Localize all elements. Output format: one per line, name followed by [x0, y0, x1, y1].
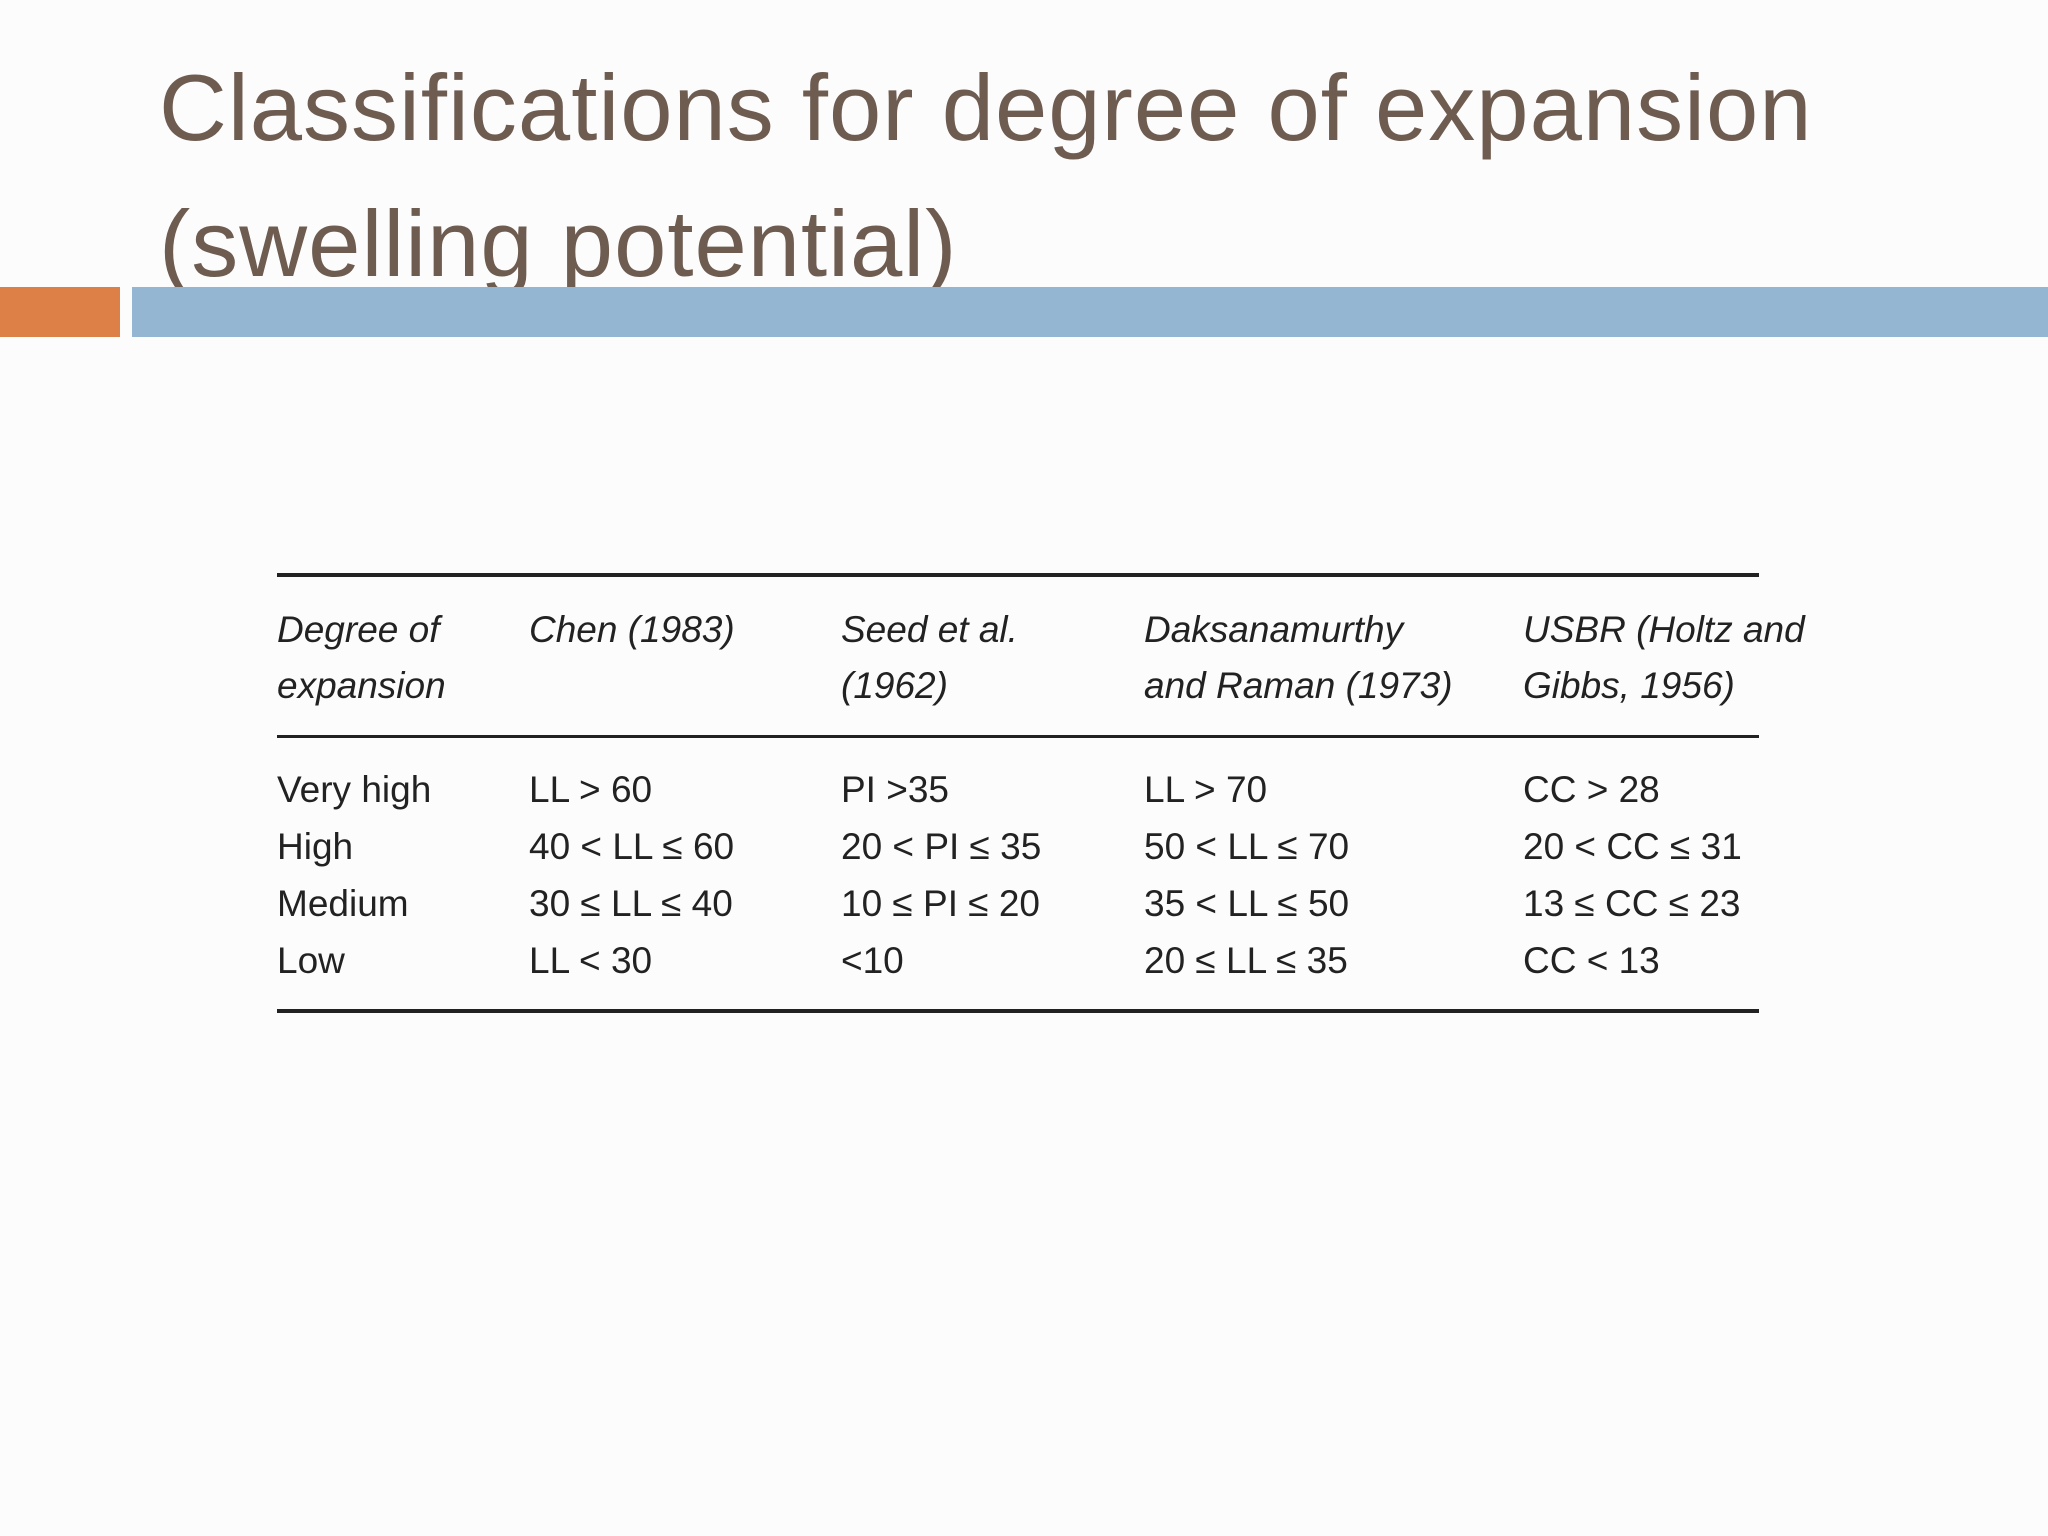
table-cell: LL > 60 — [529, 769, 653, 810]
table-rule — [277, 573, 1759, 577]
table-cell: Medium — [277, 883, 409, 924]
header-cell: and Raman (1973) — [1144, 665, 1453, 706]
table-cell: 50 < LL ≤ 70 — [1144, 826, 1350, 867]
table-cell: 30 ≤ LL ≤ 40 — [529, 883, 733, 924]
table-cell: 20 ≤ LL ≤ 35 — [1144, 940, 1348, 981]
table-cell: Very high — [277, 769, 432, 810]
slide-title: Classifications for degree of expansion … — [159, 55, 1813, 296]
table-cell: <10 — [841, 940, 904, 981]
header-cell: Seed et al. — [841, 609, 1018, 650]
table-cell: 20 < PI ≤ 35 — [841, 826, 1042, 867]
header-cell: Chen (1983) — [529, 609, 735, 650]
table-cell: 10 ≤ PI ≤ 20 — [841, 883, 1041, 924]
header-cell: Daksanamurthy — [1144, 609, 1404, 650]
table-cell: High — [277, 826, 354, 867]
title-bar — [132, 287, 2048, 337]
table-cell: LL < 30 — [529, 940, 653, 981]
header-cell: (1962) — [841, 665, 948, 706]
table-cell: Low — [277, 940, 345, 981]
table-rule — [277, 735, 1759, 738]
table-rule — [277, 1009, 1759, 1013]
header-cell: expansion — [277, 665, 446, 706]
table-cell: 13 ≤ CC ≤ 23 — [1523, 883, 1741, 924]
header-cell: USBR (Holtz and — [1523, 609, 1805, 650]
table-cell: 35 < LL ≤ 50 — [1144, 883, 1350, 924]
accent-bar — [0, 287, 120, 337]
table-cell: 40 < LL ≤ 60 — [529, 826, 735, 867]
table-cell: LL > 70 — [1144, 769, 1268, 810]
header-cell: Gibbs, 1956) — [1523, 665, 1735, 706]
header-cell: Degree of — [277, 609, 440, 650]
table-cell: PI >35 — [841, 769, 950, 810]
table-cell: CC > 28 — [1523, 769, 1660, 810]
table-cell: CC < 13 — [1523, 940, 1660, 981]
table-cell: 20 < CC ≤ 31 — [1523, 826, 1742, 867]
